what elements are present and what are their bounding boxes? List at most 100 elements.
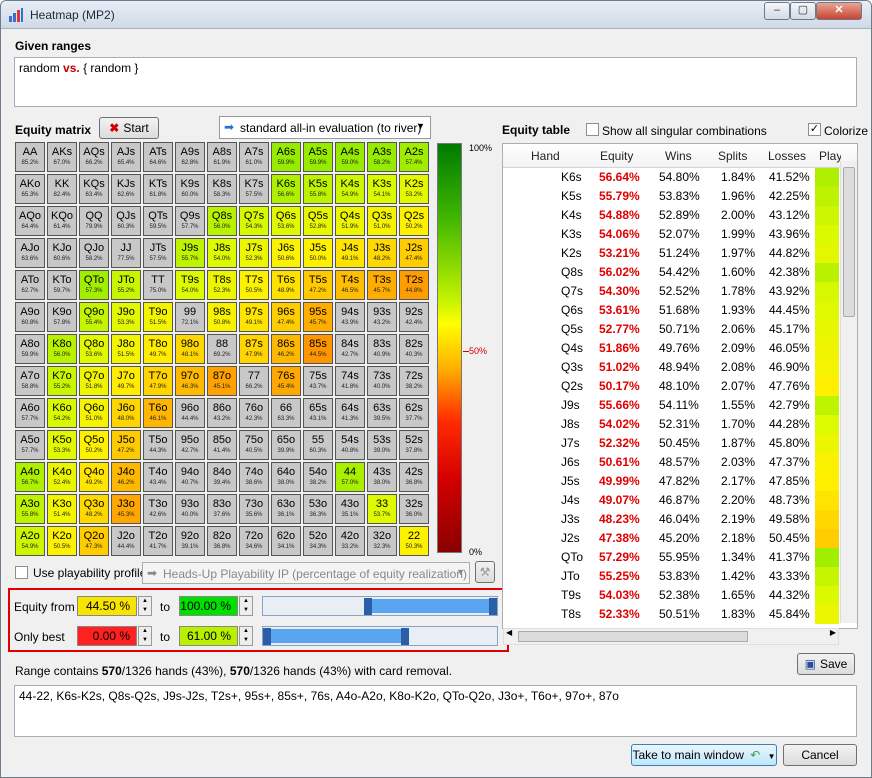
matrix-cell-54s[interactable]: 54s 40.8% — [335, 430, 365, 460]
playability-profile-dropdown[interactable]: ➡ Heads-Up Playability IP (percentage of… — [142, 562, 470, 584]
only-best-slider-low-thumb[interactable] — [263, 628, 271, 645]
matrix-cell-T3s[interactable]: T3s 45.7% — [367, 270, 397, 300]
matrix-cell-22[interactable]: 22 50.3% — [399, 526, 429, 556]
matrix-cell-A2s[interactable]: A2s 57.4% — [399, 142, 429, 172]
matrix-cell-TT[interactable]: TT 75.0% — [143, 270, 173, 300]
table-row[interactable]: Q4s 51.86% 49.76% 2.09% 46.05% — [503, 339, 815, 358]
matrix-cell-T9s[interactable]: T9s 54.0% — [175, 270, 205, 300]
matrix-cell-85o[interactable]: 85o 41.4% — [207, 430, 237, 460]
matrix-cell-K3s[interactable]: K3s 54.1% — [367, 174, 397, 204]
matrix-cell-73s[interactable]: 73s 40.0% — [367, 366, 397, 396]
hscroll-thumb[interactable] — [518, 631, 748, 642]
matrix-cell-AKo[interactable]: AKo 65.3% — [15, 174, 45, 204]
matrix-cell-QTs[interactable]: QTs 59.5% — [143, 206, 173, 236]
matrix-cell-K6s[interactable]: K6s 56.6% — [271, 174, 301, 204]
matrix-cell-Q2o[interactable]: Q2o 47.3% — [79, 526, 109, 556]
vertical-scrollbar[interactable] — [840, 161, 857, 623]
matrix-cell-Q9o[interactable]: Q9o 55.4% — [79, 302, 109, 332]
matrix-cell-92s[interactable]: 92s 42.4% — [399, 302, 429, 332]
show-all-checkbox[interactable] — [586, 123, 599, 136]
matrix-cell-Q7s[interactable]: Q7s 54.3% — [239, 206, 269, 236]
equity-slider-high-thumb[interactable] — [489, 598, 497, 615]
matrix-cell-73o[interactable]: 73o 35.6% — [239, 494, 269, 524]
matrix-cell-T2o[interactable]: T2o 41.7% — [143, 526, 173, 556]
matrix-cell-J7s[interactable]: J7s 52.3% — [239, 238, 269, 268]
matrix-cell-98s[interactable]: 98s 50.8% — [207, 302, 237, 332]
col-play[interactable]: Play — [819, 149, 841, 163]
scroll-thumb[interactable] — [843, 167, 855, 317]
matrix-cell-Q3o[interactable]: Q3o 48.2% — [79, 494, 109, 524]
matrix-cell-Q5o[interactable]: Q5o 50.2% — [79, 430, 109, 460]
matrix-cell-J8s[interactable]: J8s 54.0% — [207, 238, 237, 268]
matrix-cell-88[interactable]: 88 69.2% — [207, 334, 237, 364]
matrix-cell-T7s[interactable]: T7s 50.5% — [239, 270, 269, 300]
matrix-cell-T6o[interactable]: T6o 46.1% — [143, 398, 173, 428]
matrix-cell-J6s[interactable]: J6s 50.6% — [271, 238, 301, 268]
matrix-cell-T6s[interactable]: T6s 48.9% — [271, 270, 301, 300]
matrix-cell-43o[interactable]: 43o 35.1% — [335, 494, 365, 524]
matrix-cell-AA[interactable]: AA 85.2% — [15, 142, 45, 172]
matrix-cell-A8s[interactable]: A8s 61.9% — [207, 142, 237, 172]
col-wins[interactable]: Wins — [665, 149, 692, 163]
col-losses[interactable]: Losses — [768, 149, 807, 163]
matrix-cell-32s[interactable]: 32s 36.0% — [399, 494, 429, 524]
matrix-cell-K5s[interactable]: K5s 55.8% — [303, 174, 333, 204]
table-row[interactable]: Q2s 50.17% 48.10% 2.07% 47.76% — [503, 377, 815, 396]
scroll-left-icon[interactable]: ◀ — [506, 628, 513, 637]
only-best-slider-high-thumb[interactable] — [400, 628, 409, 645]
matrix-cell-52o[interactable]: 52o 34.3% — [303, 526, 333, 556]
matrix-cell-J6o[interactable]: J6o 48.0% — [111, 398, 141, 428]
minimize-button[interactable]: – — [764, 2, 790, 20]
matrix-cell-T8o[interactable]: T8o 49.7% — [143, 334, 173, 364]
matrix-cell-T9o[interactable]: T9o 51.5% — [143, 302, 173, 332]
matrix-cell-JJ[interactable]: JJ 77.5% — [111, 238, 141, 268]
matrix-cell-K7s[interactable]: K7s 57.5% — [239, 174, 269, 204]
table-row[interactable]: J9s 55.66% 54.11% 1.55% 42.79% — [503, 396, 815, 415]
matrix-cell-KTs[interactable]: KTs 61.8% — [143, 174, 173, 204]
matrix-cell-A8o[interactable]: A8o 59.9% — [15, 334, 45, 364]
matrix-cell-64o[interactable]: 64o 38.0% — [271, 462, 301, 492]
matrix-cell-83s[interactable]: 83s 40.9% — [367, 334, 397, 364]
matrix-cell-Q7o[interactable]: Q7o 51.8% — [79, 366, 109, 396]
equity-range-slider[interactable] — [262, 596, 498, 616]
matrix-cell-K9s[interactable]: K9s 60.0% — [175, 174, 205, 204]
matrix-cell-A7o[interactable]: A7o 58.8% — [15, 366, 45, 396]
matrix-cell-72o[interactable]: 72o 34.6% — [239, 526, 269, 556]
matrix-cell-92o[interactable]: 92o 39.1% — [175, 526, 205, 556]
col-equity[interactable]: Equity — [600, 149, 634, 163]
matrix-cell-93s[interactable]: 93s 43.2% — [367, 302, 397, 332]
matrix-cell-A7s[interactable]: A7s 61.0% — [239, 142, 269, 172]
matrix-cell-95s[interactable]: 95s 45.7% — [303, 302, 333, 332]
matrix-cell-T3o[interactable]: T3o 42.6% — [143, 494, 173, 524]
matrix-cell-97o[interactable]: 97o 46.3% — [175, 366, 205, 396]
matrix-cell-QJo[interactable]: QJo 58.2% — [79, 238, 109, 268]
matrix-cell-93o[interactable]: 93o 40.0% — [175, 494, 205, 524]
table-row[interactable]: Q7s 54.30% 52.52% 1.78% 43.92% — [503, 282, 815, 301]
matrix-cell-A9o[interactable]: A9o 60.8% — [15, 302, 45, 332]
matrix-cell-66[interactable]: 66 63.3% — [271, 398, 301, 428]
table-row[interactable]: Q6s 53.61% 51.68% 1.93% 44.45% — [503, 301, 815, 320]
cancel-button[interactable]: Cancel — [783, 744, 857, 766]
matrix-cell-K5o[interactable]: K5o 53.3% — [47, 430, 77, 460]
matrix-cell-72s[interactable]: 72s 38.2% — [399, 366, 429, 396]
given-ranges-field[interactable]: random vs. { random } — [14, 57, 857, 107]
matrix-cell-55[interactable]: 55 60.3% — [303, 430, 333, 460]
maximize-button[interactable]: ▢ — [790, 2, 816, 20]
matrix-cell-82o[interactable]: 82o 36.8% — [207, 526, 237, 556]
matrix-cell-JTs[interactable]: JTs 57.5% — [143, 238, 173, 268]
matrix-cell-96o[interactable]: 96o 44.4% — [175, 398, 205, 428]
matrix-cell-QJs[interactable]: QJs 60.3% — [111, 206, 141, 236]
matrix-cell-T4s[interactable]: T4s 46.5% — [335, 270, 365, 300]
equity-to-field[interactable]: 100.00 % — [179, 596, 238, 616]
matrix-cell-J4o[interactable]: J4o 46.2% — [111, 462, 141, 492]
start-button[interactable]: ✖ Start — [99, 117, 159, 139]
matrix-cell-A4s[interactable]: A4s 59.0% — [335, 142, 365, 172]
matrix-cell-A3s[interactable]: A3s 58.2% — [367, 142, 397, 172]
matrix-cell-44[interactable]: 44 57.0% — [335, 462, 365, 492]
matrix-cell-99[interactable]: 99 72.1% — [175, 302, 205, 332]
equity-from-spinner[interactable]: ▲ ▼ — [138, 596, 152, 616]
matrix-cell-A6s[interactable]: A6s 59.9% — [271, 142, 301, 172]
playability-checkbox[interactable] — [15, 566, 28, 579]
matrix-cell-A2o[interactable]: A2o 54.9% — [15, 526, 45, 556]
matrix-cell-KJo[interactable]: KJo 60.6% — [47, 238, 77, 268]
